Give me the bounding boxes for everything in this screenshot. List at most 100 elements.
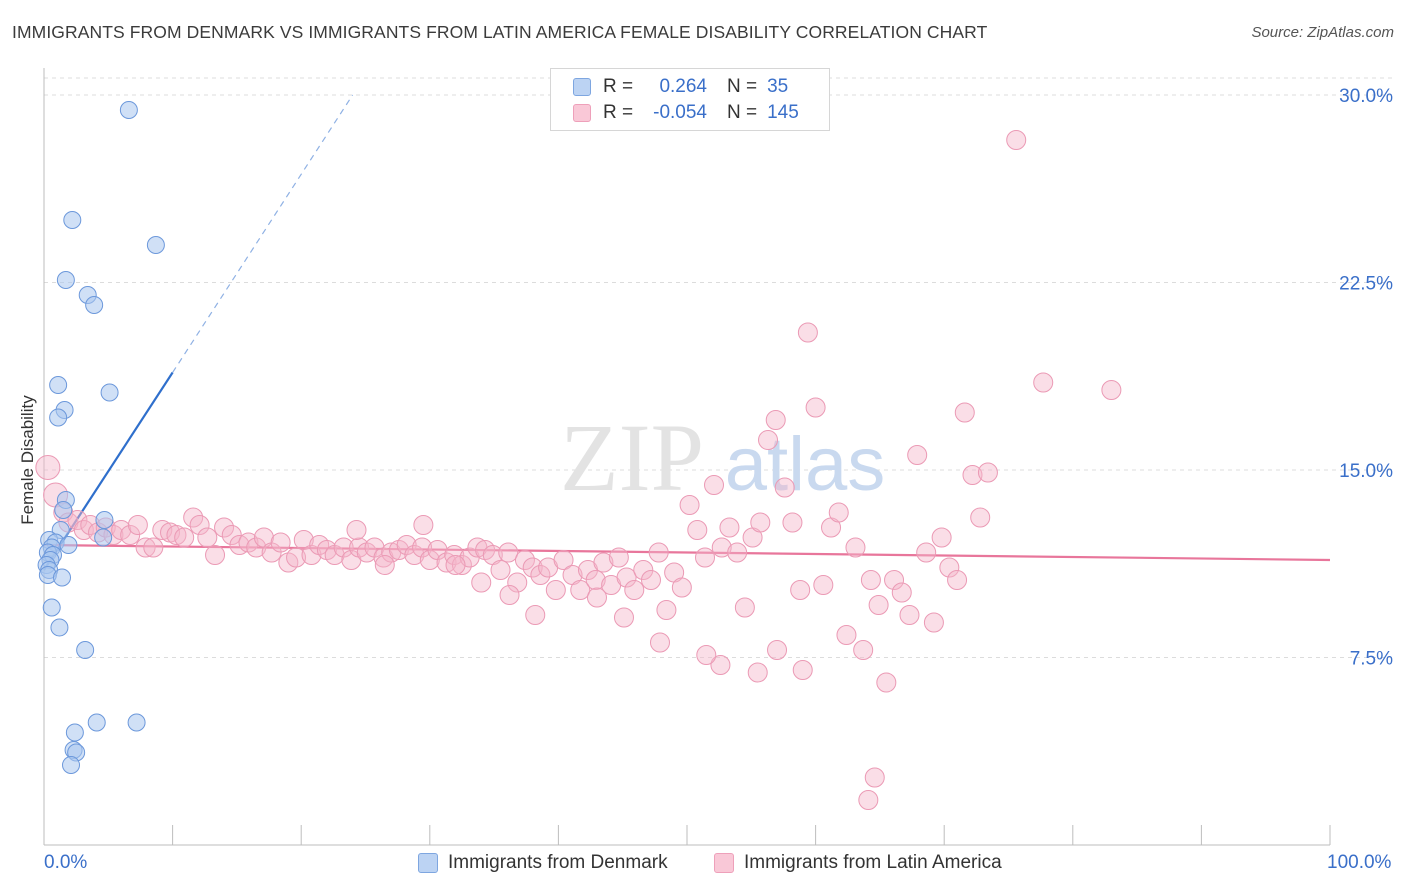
y-tick-labels: 7.5% 15.0% 22.5% 30.0%	[1339, 86, 1393, 670]
point-denmark	[65, 723, 84, 742]
point-latin-america	[301, 545, 322, 565]
point-latin-america	[767, 640, 788, 660]
legend-item-latin-america: Immigrants from Latin America	[714, 852, 1002, 874]
point-latin-america	[616, 567, 637, 588]
point-latin-america	[514, 550, 535, 570]
point-latin-america	[633, 560, 654, 580]
point-latin-america	[286, 547, 307, 568]
series-legend: Immigrants from Denmark Immigrants from …	[0, 852, 1406, 878]
point-latin-america	[127, 515, 148, 535]
point-latin-america	[931, 527, 952, 548]
legend-n-value: 145	[767, 102, 799, 123]
point-latin-america	[608, 547, 629, 568]
point-latin-america	[792, 660, 813, 680]
point-latin-america	[977, 462, 998, 483]
y-tick-label: 22.5%	[1339, 274, 1393, 295]
legend-r-value: 0.264	[659, 76, 707, 97]
point-latin-america	[205, 545, 226, 565]
point-latin-america	[374, 555, 395, 575]
legend-n-value: 35	[767, 76, 789, 97]
point-latin-america	[884, 570, 905, 590]
point-latin-america	[530, 565, 551, 585]
point-latin-america	[444, 545, 465, 565]
point-latin-america	[545, 580, 566, 600]
point-latin-america	[640, 570, 661, 590]
point-denmark	[62, 756, 81, 774]
point-latin-america	[35, 455, 61, 480]
point-latin-america	[221, 525, 242, 545]
point-latin-america	[947, 570, 968, 590]
point-latin-america	[727, 542, 748, 563]
point-latin-america	[648, 542, 669, 563]
point-latin-america	[858, 790, 879, 810]
point-denmark	[49, 376, 68, 394]
point-latin-america	[719, 517, 740, 538]
legend-r-label: R =	[603, 76, 634, 97]
point-latin-america	[135, 537, 156, 558]
legend-label-latin-america: Immigrants from Latin America	[744, 852, 1002, 873]
legend-swatch-denmark	[418, 853, 438, 873]
chart-title: IMMIGRANTS FROM DENMARK VS IMMIGRANTS FR…	[12, 22, 988, 42]
correlation-legend: R = 0.264 N = 35 R = -0.054 N = 145	[550, 68, 830, 131]
x-tick-label-max: 100.0%	[1327, 852, 1392, 873]
point-latin-america	[695, 547, 716, 568]
point-latin-america	[916, 542, 937, 563]
trend-line-denmark-extension	[172, 94, 354, 373]
point-denmark	[85, 296, 104, 314]
point-latin-america	[404, 545, 425, 565]
point-latin-america	[671, 577, 692, 598]
legend-swatch-latin-america	[573, 104, 591, 122]
legend-swatch-latin-america	[714, 853, 734, 873]
point-latin-america	[111, 520, 132, 540]
point-denmark	[76, 641, 95, 659]
point-latin-america	[805, 397, 826, 418]
x-tick-label-min: 0.0%	[44, 852, 88, 873]
legend-label-denmark: Immigrants from Denmark	[448, 852, 668, 873]
y-tick-label: 15.0%	[1339, 461, 1393, 482]
point-latin-america	[679, 495, 700, 515]
point-latin-america	[525, 605, 546, 625]
point-denmark	[54, 501, 73, 519]
gridlines	[44, 77, 1392, 658]
point-latin-america	[585, 570, 606, 590]
point-denmark	[56, 271, 75, 289]
point-latin-america	[396, 535, 417, 555]
point-latin-america	[143, 537, 164, 558]
point-latin-america	[704, 475, 725, 495]
point-latin-america	[868, 595, 889, 615]
point-latin-america	[67, 510, 88, 530]
point-latin-america	[891, 582, 912, 603]
trend-line-latin-america	[43, 543, 1331, 562]
point-latin-america	[613, 607, 634, 628]
point-latin-america	[656, 600, 677, 620]
point-latin-america	[120, 525, 141, 545]
point-latin-america	[174, 527, 195, 548]
point-latin-america	[586, 587, 607, 608]
point-latin-america	[346, 520, 367, 540]
point-denmark	[94, 528, 113, 547]
point-latin-america	[765, 410, 786, 430]
legend-row-latin-america: R = -0.054 N = 145	[573, 100, 799, 126]
point-latin-america	[333, 537, 354, 558]
point-latin-america	[774, 477, 795, 498]
point-latin-america	[813, 575, 834, 595]
point-latin-america	[876, 672, 897, 693]
point-latin-america	[593, 552, 614, 573]
legend-r-label: R =	[603, 102, 634, 123]
legend-swatch-denmark	[573, 78, 591, 96]
legend-r-value: -0.054	[653, 102, 707, 123]
point-latin-america	[624, 580, 645, 600]
point-latin-america	[214, 517, 235, 538]
point-latin-america	[828, 502, 849, 523]
point-latin-america	[522, 557, 543, 578]
watermark-zip: ZIP	[560, 404, 704, 511]
point-denmark	[53, 568, 72, 587]
y-tick-label: 30.0%	[1339, 86, 1393, 107]
point-latin-america	[923, 612, 944, 633]
point-latin-america	[270, 532, 291, 553]
point-latin-america	[860, 570, 881, 590]
point-latin-america	[499, 585, 520, 605]
watermark: ZIP atlas	[560, 404, 885, 511]
legend-n-label: N =	[727, 102, 758, 123]
point-latin-america	[790, 580, 811, 600]
